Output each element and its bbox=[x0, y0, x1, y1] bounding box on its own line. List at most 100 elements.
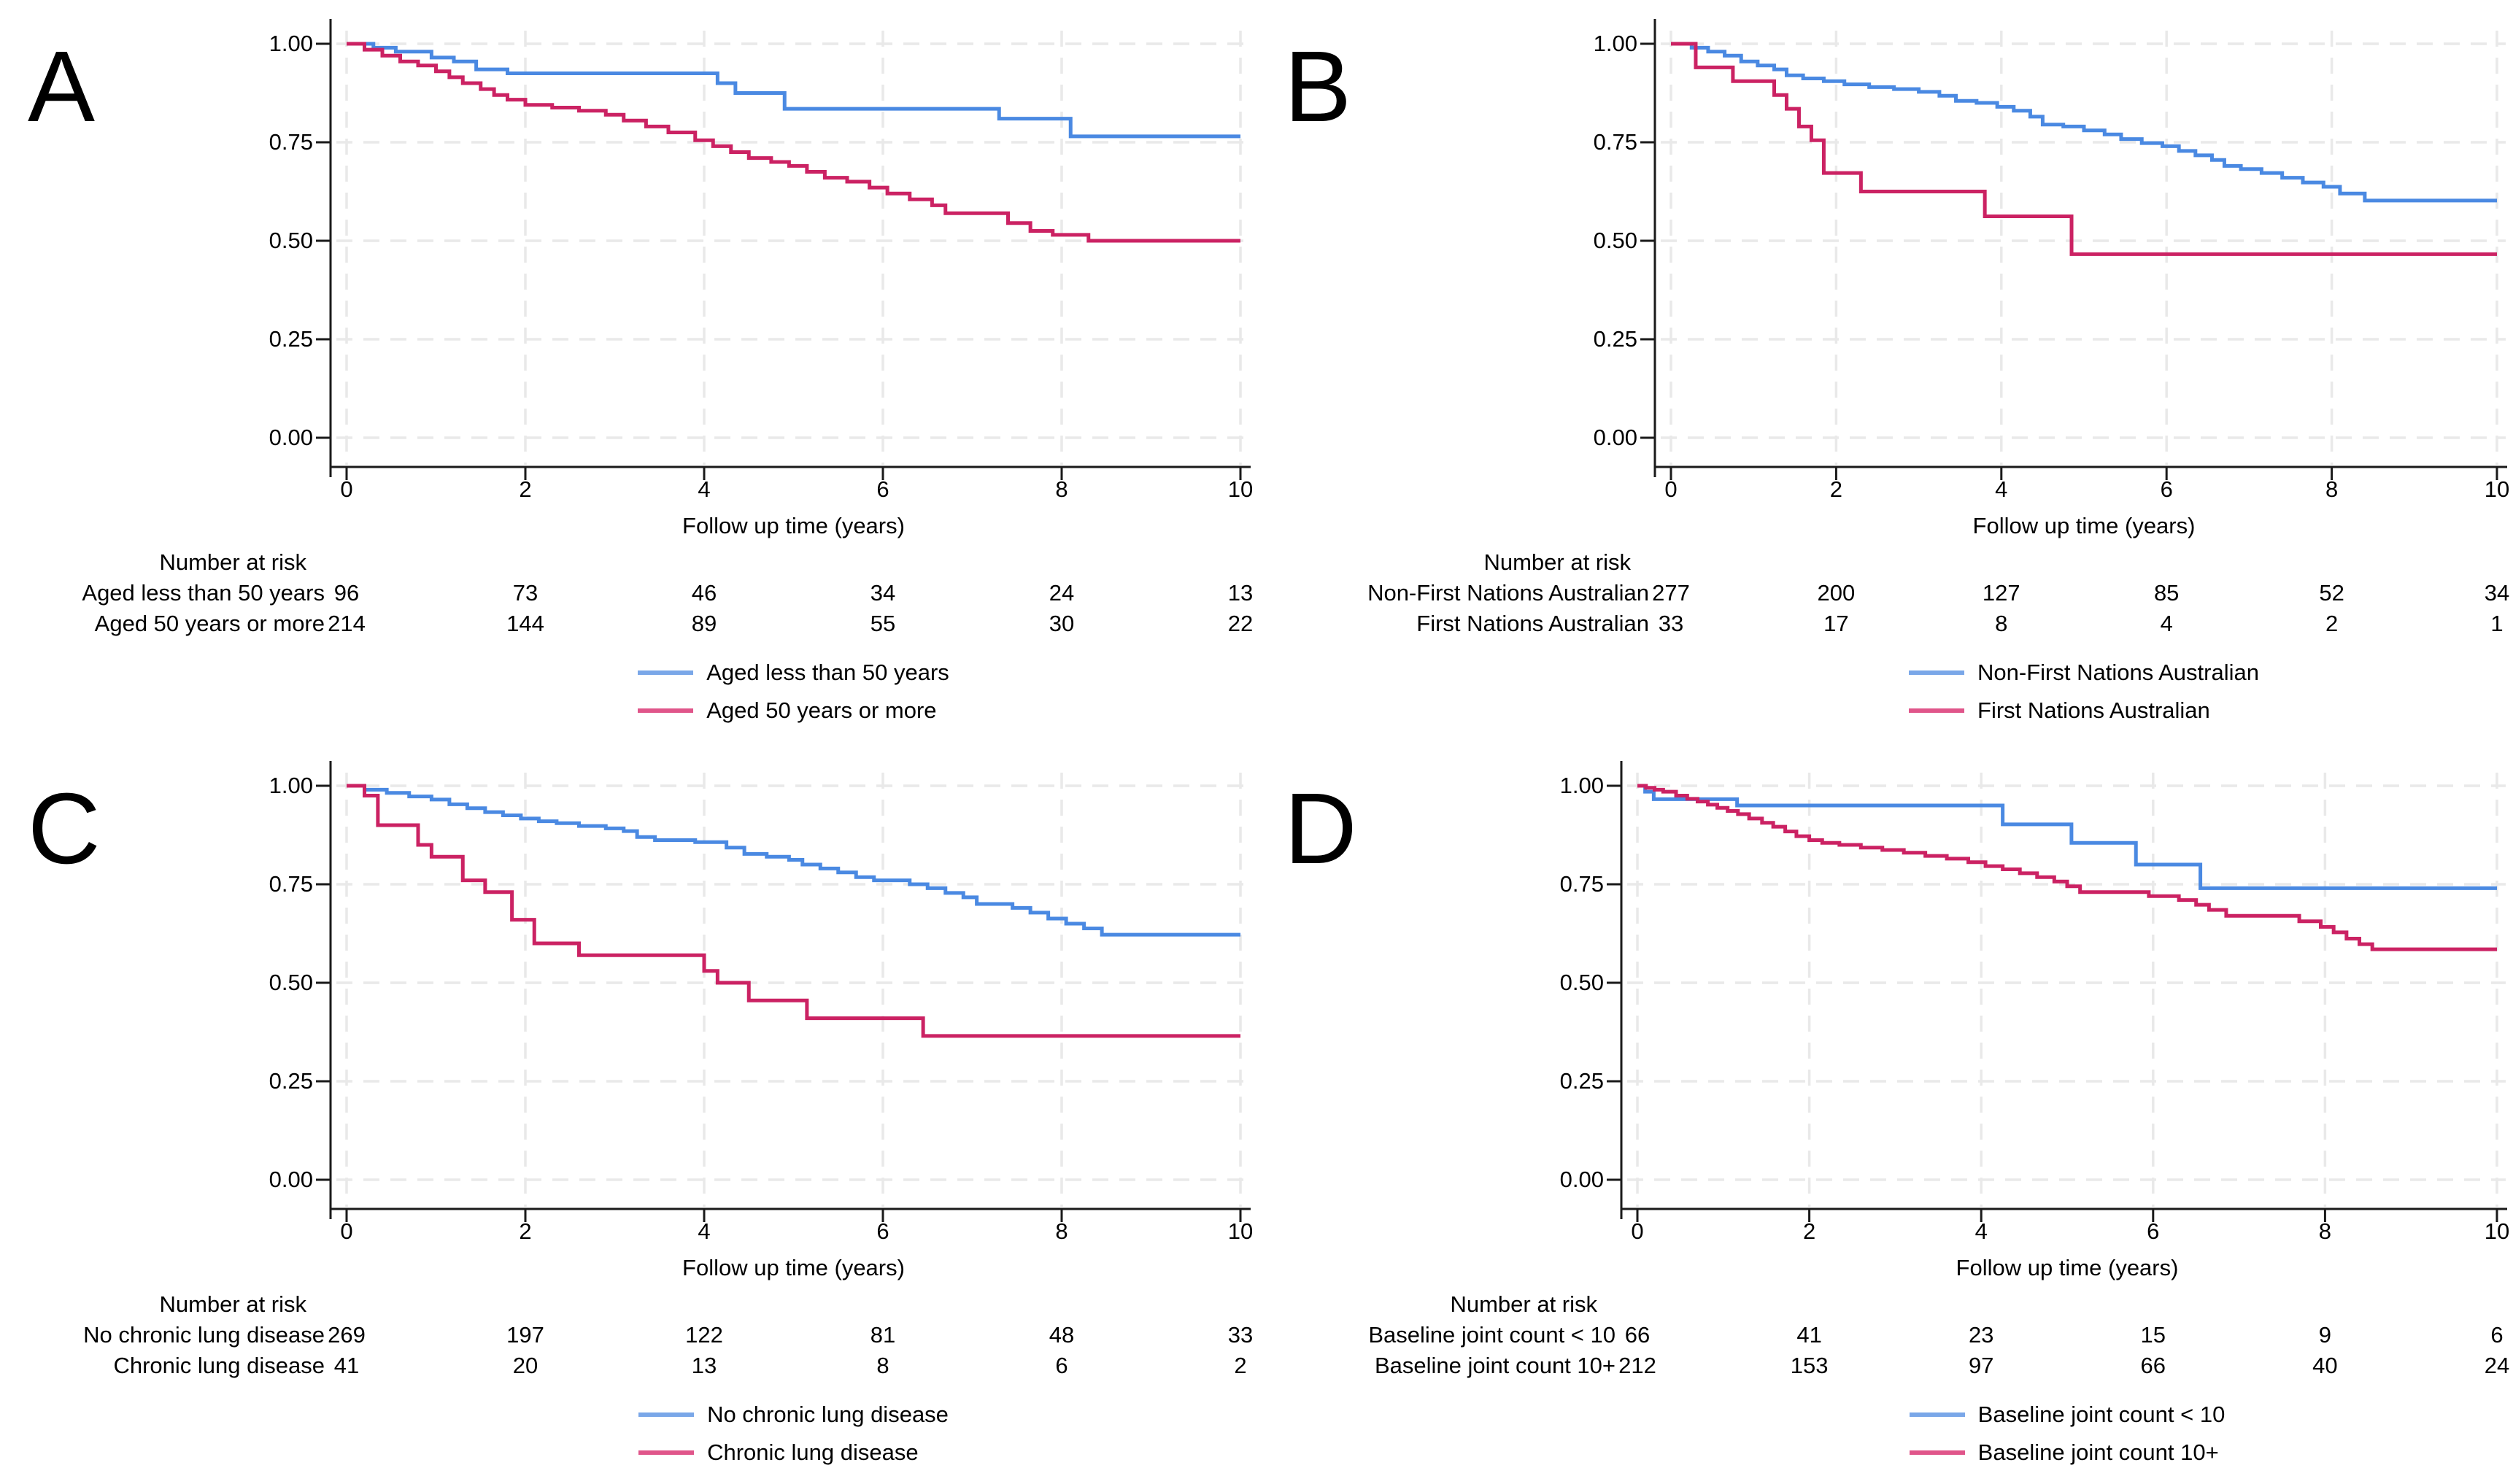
y-tick-label: 1.00 bbox=[1593, 31, 1637, 56]
risk-count: 20 bbox=[512, 1353, 538, 1378]
risk-count: 23 bbox=[1968, 1322, 1994, 1348]
x-tick-label: 8 bbox=[1055, 1218, 1068, 1244]
y-tick-label: 0.50 bbox=[269, 228, 313, 253]
x-axis-title: Follow up time (years) bbox=[1972, 513, 2196, 538]
km-curve bbox=[347, 784, 1240, 937]
risk-count: 122 bbox=[685, 1322, 723, 1348]
risk-count: 66 bbox=[2140, 1353, 2166, 1378]
x-axis-title: Follow up time (years) bbox=[682, 1255, 905, 1280]
legend-label: Non-First Nations Australian bbox=[1977, 660, 2259, 685]
risk-row-label: Non-First Nations Australian bbox=[1367, 580, 1649, 606]
km-panel: B Follow up time (years) Number at risk … bbox=[1256, 0, 2513, 742]
x-tick-label: 8 bbox=[1055, 476, 1068, 502]
risk-count: 127 bbox=[1982, 580, 2020, 606]
y-tick-label: 1.00 bbox=[1559, 773, 1604, 798]
x-tick-label: 10 bbox=[2484, 1218, 2510, 1244]
x-axis-title: Follow up time (years) bbox=[682, 513, 905, 538]
legend-label: Baseline joint count < 10 bbox=[1977, 1402, 2226, 1427]
risk-row-label: Chronic lung disease bbox=[113, 1353, 325, 1378]
risk-count: 214 bbox=[328, 611, 366, 636]
risk-count: 33 bbox=[1658, 611, 1684, 636]
risk-count: 1 bbox=[2490, 611, 2504, 636]
x-tick-label: 6 bbox=[2147, 1218, 2160, 1244]
legend-line-swatch bbox=[638, 708, 694, 713]
risk-count: 52 bbox=[2319, 580, 2344, 606]
km-panel: A Follow up time (years) Number at risk … bbox=[0, 0, 1256, 742]
x-tick-label: 0 bbox=[1631, 1218, 1644, 1244]
legend-item: No chronic lung disease bbox=[638, 1396, 949, 1434]
x-tick-label: 0 bbox=[1664, 476, 1678, 502]
y-tick-label: 1.00 bbox=[269, 31, 313, 56]
risk-count: 269 bbox=[328, 1322, 366, 1348]
legend-line-swatch bbox=[1909, 670, 1965, 675]
risk-count: 33 bbox=[1227, 1322, 1254, 1348]
legend-line-swatch bbox=[1909, 708, 1965, 713]
risk-count: 277 bbox=[1652, 580, 1690, 606]
legend-item: Aged less than 50 years bbox=[638, 654, 949, 692]
x-tick-label: 4 bbox=[1995, 476, 2008, 502]
risk-count: 2 bbox=[2325, 611, 2339, 636]
legend-line-swatch bbox=[638, 1412, 695, 1417]
risk-count: 89 bbox=[691, 611, 717, 636]
risk-count: 34 bbox=[2484, 580, 2510, 606]
legend-item: Baseline joint count 10+ bbox=[1909, 1434, 2226, 1472]
y-tick-label: 0.50 bbox=[1593, 228, 1637, 253]
risk-count: 212 bbox=[1618, 1353, 1656, 1378]
survival-plot bbox=[1607, 761, 2507, 1222]
risk-count: 81 bbox=[870, 1322, 896, 1348]
y-tick-label: 0.00 bbox=[1593, 425, 1637, 450]
risk-row-label: Baseline joint count 10+ bbox=[1374, 1353, 1615, 1378]
x-tick-label: 6 bbox=[2160, 476, 2173, 502]
risk-count: 46 bbox=[691, 580, 717, 606]
risk-count: 24 bbox=[2484, 1353, 2510, 1378]
legend: Aged less than 50 years Aged 50 years or … bbox=[347, 654, 1240, 730]
y-tick-label: 0.25 bbox=[269, 1068, 313, 1094]
risk-count: 197 bbox=[506, 1322, 544, 1348]
risk-count: 41 bbox=[1796, 1322, 1822, 1348]
risk-row-label: No chronic lung disease bbox=[83, 1322, 325, 1348]
risk-count: 17 bbox=[1823, 611, 1849, 636]
risk-table-header: Number at risk bbox=[159, 1291, 306, 1317]
x-tick-label: 4 bbox=[1974, 1218, 1988, 1244]
x-tick-label: 0 bbox=[340, 476, 353, 502]
legend-item: Baseline joint count < 10 bbox=[1909, 1396, 2226, 1434]
legend-label: First Nations Australian bbox=[1977, 697, 2210, 723]
risk-count: 24 bbox=[1049, 580, 1075, 606]
x-tick-label: 2 bbox=[519, 1218, 532, 1244]
x-tick-label: 6 bbox=[876, 476, 889, 502]
y-tick-label: 0.50 bbox=[269, 970, 313, 995]
risk-count: 40 bbox=[2312, 1353, 2338, 1378]
risk-count: 8 bbox=[876, 1353, 889, 1378]
risk-count: 13 bbox=[691, 1353, 717, 1378]
y-tick-label: 0.75 bbox=[269, 129, 313, 155]
risk-count: 30 bbox=[1049, 611, 1075, 636]
y-tick-label: 0.25 bbox=[269, 326, 313, 352]
km-panel: D Follow up time (years) Number at risk … bbox=[1256, 742, 2513, 1484]
risk-count: 34 bbox=[870, 580, 896, 606]
km-curve bbox=[1671, 42, 2497, 203]
km-curve bbox=[1637, 784, 2497, 951]
x-tick-label: 8 bbox=[2318, 1218, 2332, 1244]
legend-label: Aged less than 50 years bbox=[706, 660, 949, 685]
risk-count: 96 bbox=[333, 580, 360, 606]
x-axis-title: Follow up time (years) bbox=[1956, 1255, 2179, 1280]
risk-row-label: Aged less than 50 years bbox=[82, 580, 325, 606]
x-tick-label: 0 bbox=[340, 1218, 353, 1244]
legend: No chronic lung disease Chronic lung dise… bbox=[347, 1396, 1240, 1472]
legend: Non-First Nations Australian First Nation… bbox=[1671, 654, 2497, 730]
risk-count: 6 bbox=[2490, 1322, 2504, 1348]
y-tick-label: 0.00 bbox=[269, 1167, 313, 1192]
risk-row-label: First Nations Australian bbox=[1416, 611, 1649, 636]
x-tick-label: 4 bbox=[698, 476, 711, 502]
risk-count: 41 bbox=[333, 1353, 360, 1378]
survival-plot bbox=[1640, 19, 2507, 480]
panel-letter: C bbox=[28, 773, 101, 885]
survival-plot bbox=[316, 19, 1251, 480]
risk-count: 144 bbox=[506, 611, 544, 636]
x-tick-label: 2 bbox=[1802, 1218, 1816, 1244]
risk-count: 200 bbox=[1817, 580, 1856, 606]
km-curve bbox=[1671, 42, 2497, 256]
risk-count: 66 bbox=[1624, 1322, 1651, 1348]
legend-inner: Baseline joint count < 10 Baseline joint … bbox=[1909, 1396, 2226, 1472]
